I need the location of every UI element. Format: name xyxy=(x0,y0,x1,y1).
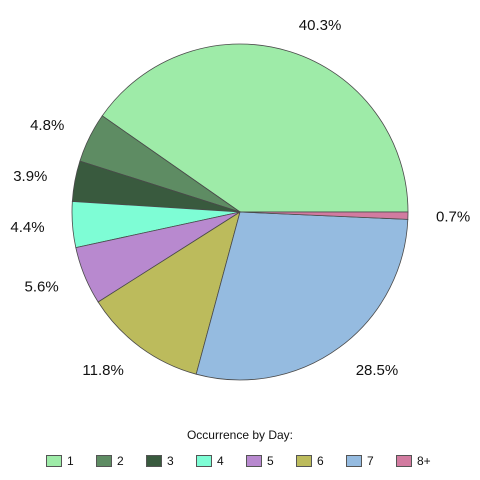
legend-swatch xyxy=(96,455,112,467)
pie-label-2: 4.8% xyxy=(30,117,64,134)
legend-label: 1 xyxy=(67,454,74,468)
legend-item-7: 7 xyxy=(346,454,396,468)
pie-slice-7 xyxy=(195,211,409,381)
legend-label: 4 xyxy=(217,454,224,468)
legend-swatch xyxy=(346,455,362,467)
legend-item-3: 3 xyxy=(146,454,196,468)
pie-slice-1 xyxy=(101,43,409,213)
pie-label-8+: 0.7% xyxy=(436,208,470,225)
pie-slice-6 xyxy=(97,211,241,375)
legend-item-4: 4 xyxy=(196,454,246,468)
pie-label-3: 3.9% xyxy=(13,168,47,185)
legend-label: 8+ xyxy=(417,454,431,468)
legend-swatch xyxy=(296,455,312,467)
legend: 1 2 3 4 5 6 7 8+ xyxy=(46,454,446,468)
legend-label: 5 xyxy=(267,454,274,468)
pie-label-5: 5.6% xyxy=(24,278,58,295)
pie-label-6: 11.8% xyxy=(82,362,123,379)
legend-label: 3 xyxy=(167,454,174,468)
pie-label-7: 28.5% xyxy=(356,362,399,379)
legend-swatch xyxy=(246,455,262,467)
legend-swatch xyxy=(396,455,412,467)
pie-label-4: 4.4% xyxy=(10,219,44,236)
legend-label: 7 xyxy=(367,454,374,468)
legend-item-1: 1 xyxy=(46,454,96,468)
pie-label-1: 40.3% xyxy=(299,17,342,34)
legend-label: 6 xyxy=(317,454,324,468)
pie-slice-8+ xyxy=(239,211,409,220)
legend-item-2: 2 xyxy=(96,454,146,468)
pie-chart: 40.3% 4.8% 3.9% 4.4% 5.6% 11.8% 28.5% 0.7% xyxy=(10,17,470,381)
legend-label: 2 xyxy=(117,454,124,468)
legend-swatch xyxy=(196,455,212,467)
legend-item-8+: 8+ xyxy=(396,454,446,468)
legend-title: Occurrence by Day: xyxy=(186,428,294,442)
legend-item-6: 6 xyxy=(296,454,346,468)
legend-item-5: 5 xyxy=(246,454,296,468)
legend-swatch xyxy=(146,455,162,467)
legend-swatch xyxy=(46,455,62,467)
